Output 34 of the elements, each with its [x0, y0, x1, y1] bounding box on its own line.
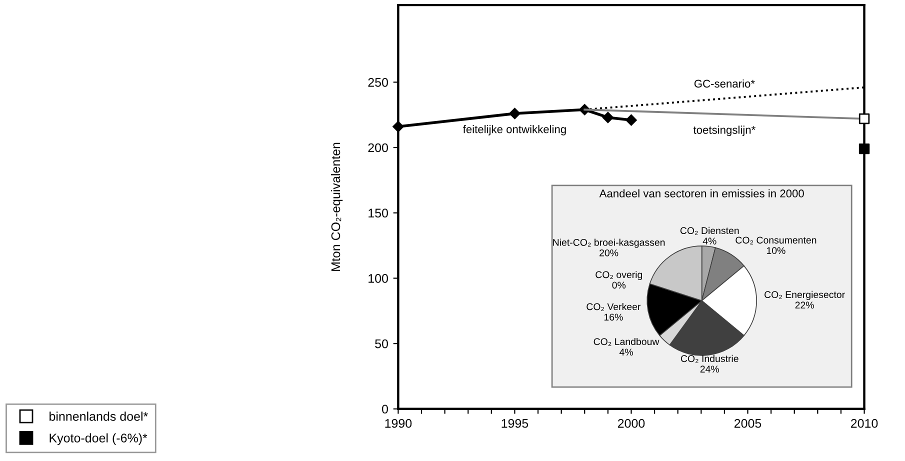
- x-tick-label: 1995: [502, 418, 528, 428]
- slice-label: CO₂ Landbouw: [594, 338, 660, 346]
- x-tick-label: 2005: [734, 418, 762, 428]
- x-tick-label: 2000: [618, 418, 645, 428]
- category-label: CO₂ overig: [596, 270, 642, 280]
- x-tick-label: 2010: [851, 418, 878, 428]
- text: 0%: [612, 282, 626, 289]
- legend-label: binnenlands doel*: [50, 412, 148, 421]
- slice-label: CO₂ Diensten: [680, 226, 739, 235]
- slice-label: CO₂ Energiesector: [764, 290, 845, 300]
- y-tick-label: 50: [375, 339, 388, 348]
- data-label: 4%: [702, 238, 716, 244]
- slice-label: CO₂ Verkeer: [586, 303, 641, 311]
- data-label: 16%: [604, 314, 623, 321]
- data-label: 4%: [619, 348, 633, 356]
- y-tick-label: 150: [368, 208, 388, 218]
- data-label: 20%: [600, 249, 618, 256]
- legend-label: Kyoto-doel (-6%)*: [50, 433, 148, 445]
- series-label: toetsingslijn*: [693, 126, 756, 136]
- data-label: 10%: [766, 247, 786, 254]
- y-tick-label: 200: [368, 143, 388, 152]
- slice-label: Niet-CO₂ broei-kasgassen: [553, 238, 665, 248]
- x-tick-label: 1990: [385, 418, 412, 428]
- data-label: 22%: [795, 302, 814, 308]
- data-label: 24%: [700, 366, 720, 372]
- y-tick-label: 250: [368, 78, 388, 87]
- slice-label: CO₂ Industrie: [680, 354, 738, 363]
- chart-title: Aandeel van sectoren in emissies in 2000: [599, 189, 804, 198]
- slice-label: CO₂ Consumenten: [736, 236, 816, 244]
- series-label: GC-senario*: [694, 79, 755, 88]
- series-label: feitelijke ontwikkeling: [463, 125, 566, 136]
- y-axis-title: Mton CO₂-equivalenten: [330, 142, 343, 271]
- y-tick-label: 0: [382, 404, 388, 414]
- y-tick-label: 100: [368, 274, 388, 283]
